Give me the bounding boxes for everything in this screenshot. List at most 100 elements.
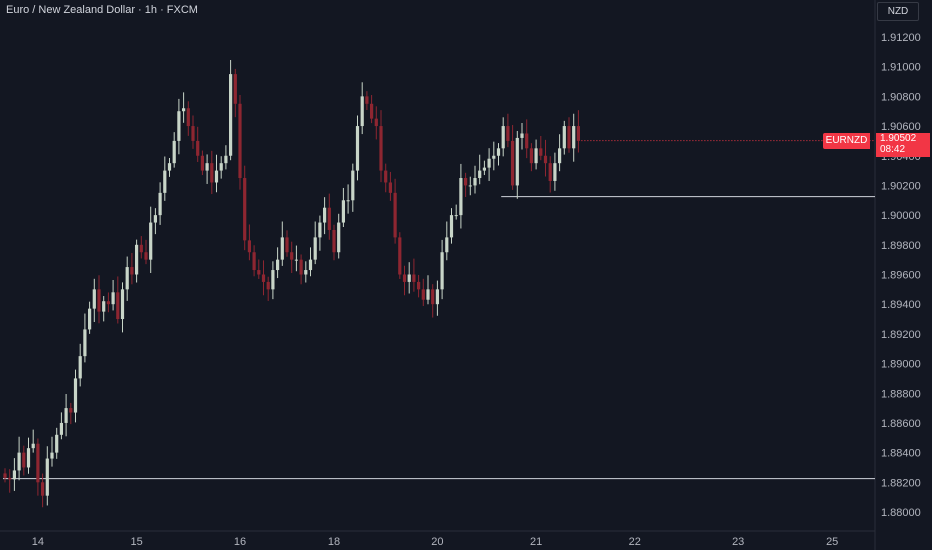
candle-body-115	[543, 155, 548, 164]
y-tick-label: 1.90000	[881, 210, 921, 222]
candle-body-36	[172, 140, 176, 164]
candle-body-111	[525, 133, 529, 149]
candle-body-29	[139, 244, 143, 253]
candle-body-60	[285, 237, 289, 253]
candle-body-97	[459, 178, 463, 216]
candle-body-120	[567, 126, 571, 149]
candle-body-14	[69, 408, 73, 413]
candle-body-43	[205, 163, 209, 171]
y-tick-label: 1.90200	[881, 180, 921, 192]
candle-body-30	[144, 252, 148, 260]
candle-body-90	[426, 289, 430, 300]
candle-body-83	[393, 192, 397, 238]
y-tick-label: 1.88000	[881, 507, 921, 519]
candle-body-42	[200, 155, 204, 171]
y-tick-label: 1.91200	[881, 32, 921, 44]
currency-badge[interactable]: NZD	[877, 2, 919, 21]
y-tick-label: 1.90800	[881, 91, 921, 103]
candle-body-25	[120, 289, 125, 320]
candle-body-47	[224, 155, 228, 164]
candle-body-55	[261, 274, 266, 282]
candle-body-66	[313, 237, 317, 260]
candle-body-15	[73, 378, 78, 413]
candle-body-122	[576, 126, 580, 141]
candle-body-56	[266, 281, 270, 290]
candle-body-49	[233, 74, 237, 104]
candle-body-61	[290, 252, 294, 260]
candle-body-35	[167, 163, 172, 171]
x-tick-label: 21	[530, 536, 542, 548]
candle-body-5	[26, 448, 31, 468]
candle-body-99	[468, 185, 472, 187]
x-tick-label: 23	[732, 536, 744, 548]
candle-body-85	[402, 274, 407, 282]
candle-body-32	[153, 215, 157, 223]
candle-body-8	[41, 482, 45, 496]
candle-body-21	[102, 301, 106, 312]
candle-body-62	[294, 259, 298, 261]
y-tick-label: 1.89600	[881, 270, 921, 282]
candle-body-102	[482, 167, 486, 171]
candle-body-119	[562, 126, 566, 149]
y-tick-label: 1.89800	[881, 240, 921, 252]
candle-body-96	[454, 215, 458, 217]
candle-body-104	[492, 155, 496, 159]
candle-body-72	[341, 200, 345, 223]
candle-body-65	[308, 259, 313, 271]
candle-body-34	[163, 170, 167, 193]
last-price-label: 1.90502 08:42	[876, 133, 930, 157]
candle-body-67	[318, 222, 322, 238]
candle-body-105	[496, 148, 501, 156]
candle-body-77	[365, 96, 369, 104]
candle-body-3	[17, 452, 21, 471]
candle-body-93	[440, 252, 444, 290]
candle-body-11	[55, 434, 59, 453]
candle-body-44	[210, 163, 214, 183]
candle-body-27	[130, 267, 134, 275]
candle-body-45	[214, 170, 219, 183]
x-tick-label: 22	[629, 536, 641, 548]
x-tick-label: 16	[234, 536, 246, 548]
last-price-value: 1.90502	[880, 133, 917, 144]
candle-body-70	[332, 229, 336, 253]
candle-body-113	[534, 148, 538, 164]
candle-body-112	[529, 148, 533, 164]
candle-body-108	[511, 140, 515, 186]
candle-body-73	[346, 200, 350, 202]
candle-body-79	[374, 118, 378, 127]
x-tick-label: 18	[328, 536, 340, 548]
candle-body-26	[125, 267, 129, 290]
candle-body-107	[506, 126, 510, 141]
candle-body-80	[379, 126, 383, 171]
candle-body-20	[97, 289, 101, 312]
candle-body-39	[186, 108, 190, 127]
candle-body-28	[135, 244, 139, 275]
candle-body-89	[421, 289, 425, 300]
candle-body-0	[3, 473, 7, 478]
candle-body-84	[398, 237, 402, 275]
candle-body-31	[149, 222, 153, 260]
candle-body-19	[92, 289, 96, 309]
candle-body-4	[22, 452, 26, 468]
candle-body-40	[191, 126, 195, 141]
candle-body-16	[78, 356, 82, 379]
candle-body-68	[323, 207, 327, 223]
candle-body-86	[407, 274, 411, 282]
candle-body-37	[177, 111, 181, 141]
candle-body-22	[106, 301, 110, 305]
candle-body-92	[435, 289, 439, 305]
candle-body-58	[276, 259, 280, 271]
candle-body-114	[539, 148, 543, 156]
candle-body-100	[473, 178, 477, 186]
candle-body-82	[388, 182, 392, 193]
candle-body-76	[360, 96, 364, 127]
candle-body-74	[351, 170, 355, 201]
candle-body-2	[12, 470, 16, 480]
candle-body-46	[219, 163, 223, 171]
x-tick-label: 25	[826, 536, 838, 548]
candle-body-63	[299, 259, 303, 275]
candle-body-7	[36, 443, 40, 483]
candle-body-91	[431, 289, 435, 305]
symbol-price-label: EURNZD	[823, 133, 870, 149]
